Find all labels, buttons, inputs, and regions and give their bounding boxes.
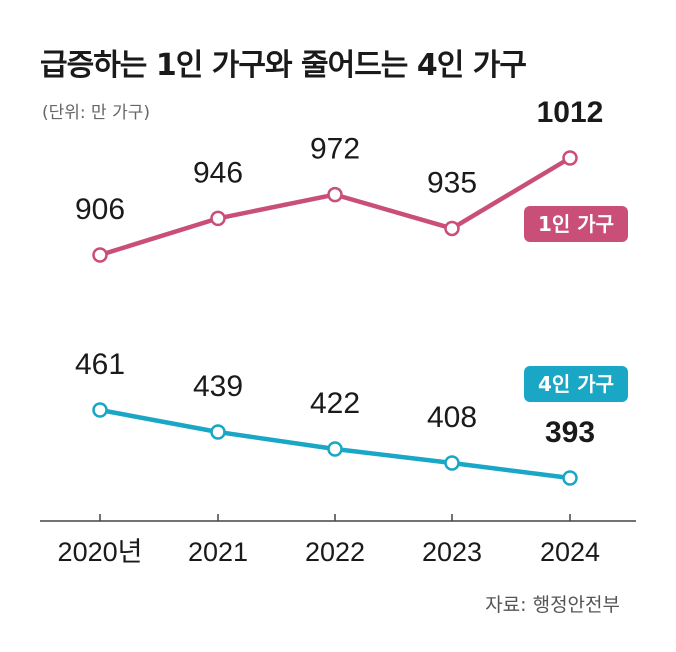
series-badge [524,206,628,242]
data-label: 1012 [537,96,604,129]
data-label: 935 [427,166,477,199]
data-label: 408 [427,401,477,434]
x-tick-label: 2021 [188,537,248,567]
x-tick-label: 2024 [540,537,600,567]
data-point [210,424,226,440]
data-point [327,441,343,457]
data-point [562,470,578,486]
data-point [210,210,226,227]
data-label: 461 [75,348,125,381]
data-label: 439 [193,370,243,403]
source-note: 자료: 행정안전부 [485,594,620,616]
data-point [92,402,108,418]
data-point [327,186,343,203]
chart-title: 급증하는 1인 가구와 줄어드는 4인 가구 [40,48,527,83]
x-tick-label: 2023 [422,537,482,567]
data-point [562,150,578,166]
data-point [444,455,460,471]
data-point [92,247,108,263]
data-point [444,220,460,237]
data-label: 906 [75,193,125,226]
x-tick-label: 2020년 [58,537,143,567]
data-label: 972 [310,133,360,166]
data-label: 393 [545,416,595,449]
data-label: 946 [193,156,243,189]
series-badge-label: 4인 가구 [538,372,614,396]
series-badge-label: 1인 가구 [538,212,614,236]
unit-note: (단위: 만 가구) [42,103,150,123]
data-label: 422 [310,387,360,420]
x-tick-label: 2022 [305,537,365,567]
series-line [97,155,573,258]
series-badge [524,366,628,402]
